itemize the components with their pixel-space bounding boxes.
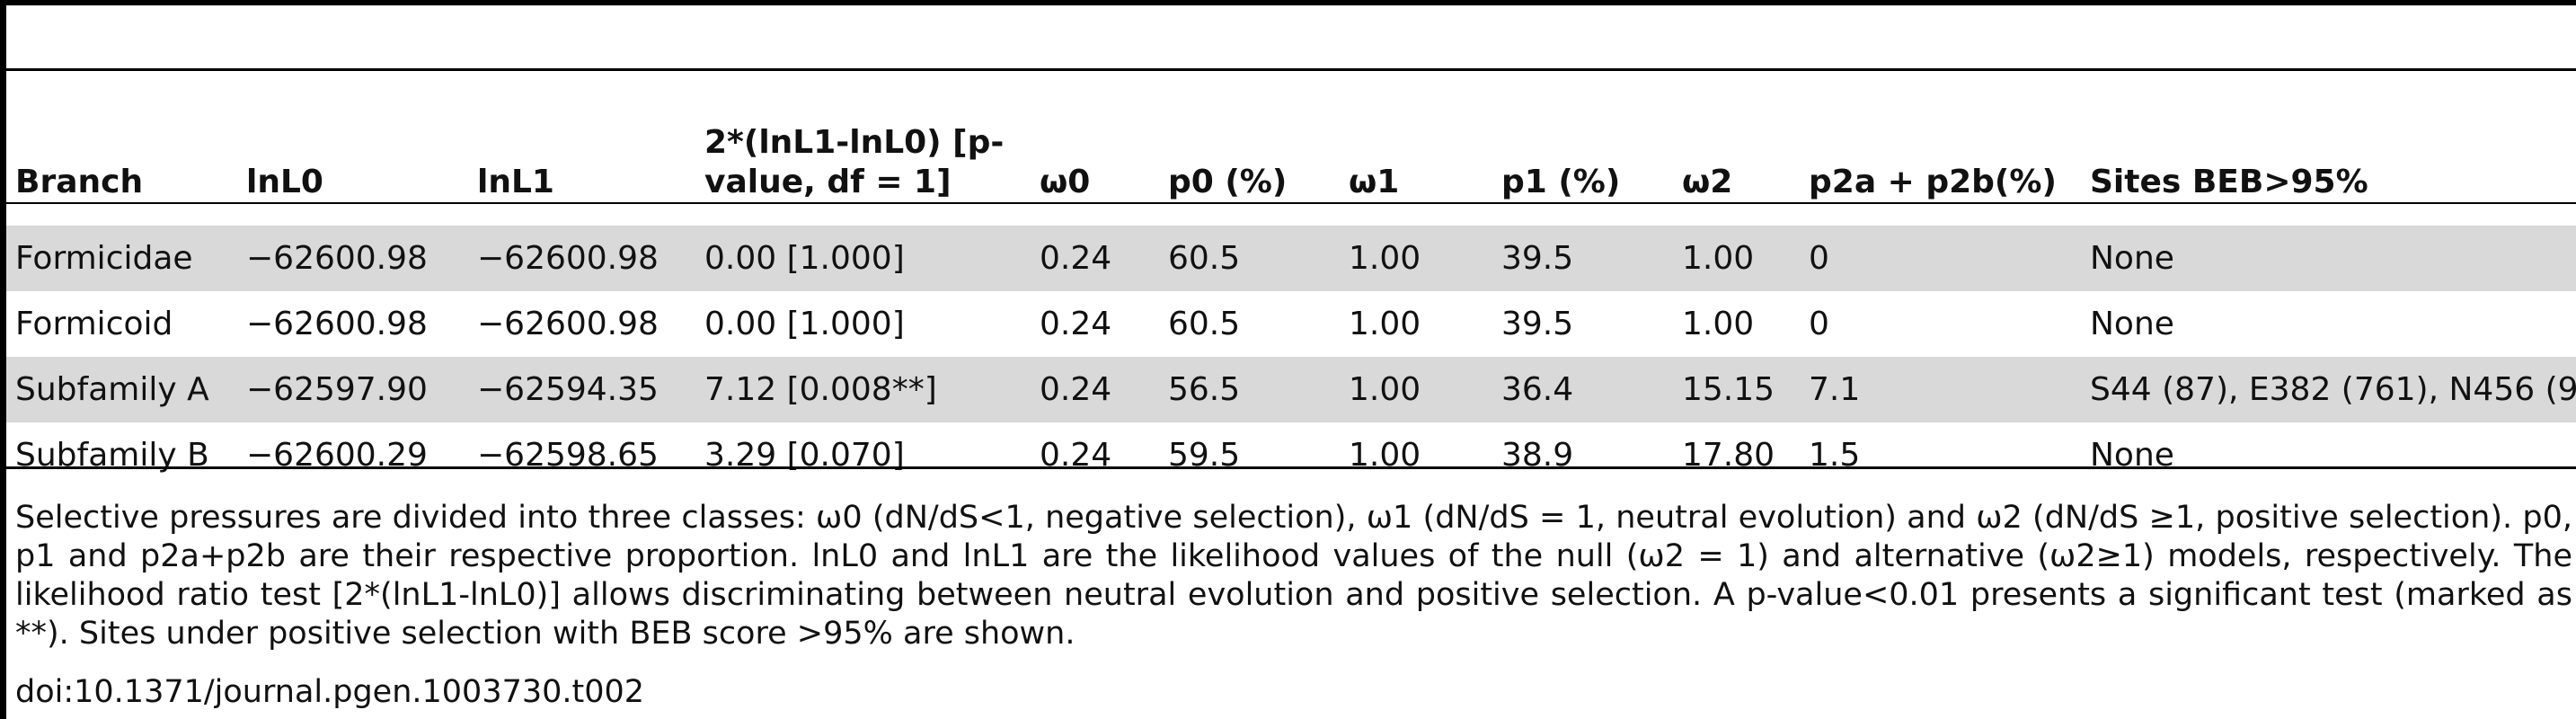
header-bottom-rule — [6, 202, 2576, 204]
cell-lnl1: −62600.98 — [468, 226, 695, 291]
table-bottom-rule — [6, 466, 2576, 469]
cell-omega0: 0.24 — [1040, 306, 1112, 342]
cell-lrt: 0.00 [1.000] — [704, 306, 905, 342]
cell-sites: S44 (87), E382 (761), N456 (963) — [2081, 357, 2576, 422]
table-caption: Selective pressures are divided into thr… — [15, 500, 2572, 652]
cell-sites: None — [2090, 437, 2174, 474]
cell-omega1: 1.00 — [1340, 357, 1492, 422]
cell-p1: 39.5 — [1501, 306, 1574, 342]
col-header-p0: p0 (%) — [1168, 164, 1288, 200]
cell-lnl0: −62600.98 — [246, 306, 428, 342]
cell-sites: None — [2090, 306, 2174, 342]
cell-omega2: 1.00 — [1682, 306, 1755, 342]
doi-link[interactable]: doi:10.1371/journal.pgen.1003730.t002 — [15, 674, 645, 710]
cell-p2: 0 — [1800, 226, 2081, 291]
cell-lrt: 7.12 [0.008**] — [695, 357, 1031, 422]
cell-branch: Formicidae — [6, 226, 237, 291]
cell-sites: None — [2081, 226, 2576, 291]
col-header-omega2: ω2 — [1682, 164, 1733, 200]
cell-omega1: 1.00 — [1349, 306, 1421, 342]
cell-lrt: 3.29 [0.070] — [704, 437, 905, 474]
col-header-lnl0: lnL0 — [246, 164, 323, 200]
cell-lnl0: −62600.29 — [246, 437, 428, 474]
header-row: Branch lnL0 lnL1 2*(lnL1-lnL0) [p-value,… — [6, 71, 2576, 226]
cell-omega0: 0.24 — [1031, 226, 1159, 291]
col-header-lnl1: lnL1 — [477, 164, 554, 200]
cell-branch: Formicoid — [15, 306, 173, 342]
cell-p0: 60.5 — [1159, 226, 1340, 291]
cell-p0: 56.5 — [1159, 357, 1340, 422]
cell-p2: 0 — [1809, 306, 1829, 342]
table-row: Formicoid −62600.98 −62600.98 0.00 [1.00… — [6, 291, 2576, 357]
top-rule — [0, 0, 2576, 5]
cell-p2: 7.1 — [1800, 357, 2081, 422]
cell-omega0: 0.24 — [1040, 437, 1112, 474]
col-header-p1: p1 (%) — [1501, 164, 1621, 200]
cell-omega2: 17.80 — [1682, 437, 1775, 474]
table-row: Subfamily B −62600.29 −62598.65 3.29 [0.… — [6, 422, 2576, 488]
cell-p1: 39.5 — [1492, 226, 1673, 291]
cell-lrt: 0.00 [1.000] — [695, 226, 1031, 291]
cell-omega2: 15.15 — [1673, 357, 1800, 422]
cell-p2: 1.5 — [1809, 437, 1861, 474]
cell-branch: Subfamily B — [15, 437, 209, 474]
cell-lnl1: −62594.35 — [468, 357, 695, 422]
cell-omega2: 1.00 — [1673, 226, 1800, 291]
cell-lnl1: −62598.65 — [477, 437, 659, 474]
col-header-omega1: ω1 — [1349, 164, 1400, 200]
cell-lnl0: −62600.98 — [237, 226, 468, 291]
cell-p0: 59.5 — [1168, 437, 1241, 474]
table-row: Subfamily A −62597.90 −62594.35 7.12 [0.… — [6, 357, 2576, 422]
cell-omega0: 0.24 — [1031, 357, 1159, 422]
cell-p1: 38.9 — [1501, 437, 1574, 474]
col-header-p2: p2a + p2b(%) — [1809, 164, 2057, 200]
cell-omega1: 1.00 — [1340, 226, 1492, 291]
results-table: Branch lnL0 lnL1 2*(lnL1-lnL0) [p-value,… — [6, 71, 2576, 488]
cell-lnl0: −62597.90 — [237, 357, 468, 422]
col-header-sites: Sites BEB>95% — [2090, 164, 2368, 200]
left-border — [0, 0, 6, 719]
cell-lnl1: −62600.98 — [477, 306, 659, 342]
cell-omega1: 1.00 — [1349, 437, 1421, 474]
col-header-lrt: 2*(lnL1-lnL0) [p-value, df = 1] — [704, 124, 1005, 200]
cell-p1: 36.4 — [1492, 357, 1673, 422]
table-row: Formicidae −62600.98 −62600.98 0.00 [1.0… — [6, 226, 2576, 291]
col-header-omega0: ω0 — [1040, 164, 1091, 200]
cell-p0: 60.5 — [1168, 306, 1241, 342]
col-header-branch: Branch — [15, 164, 144, 200]
header-top-rule — [6, 68, 2576, 71]
cell-branch: Subfamily A — [6, 357, 237, 422]
